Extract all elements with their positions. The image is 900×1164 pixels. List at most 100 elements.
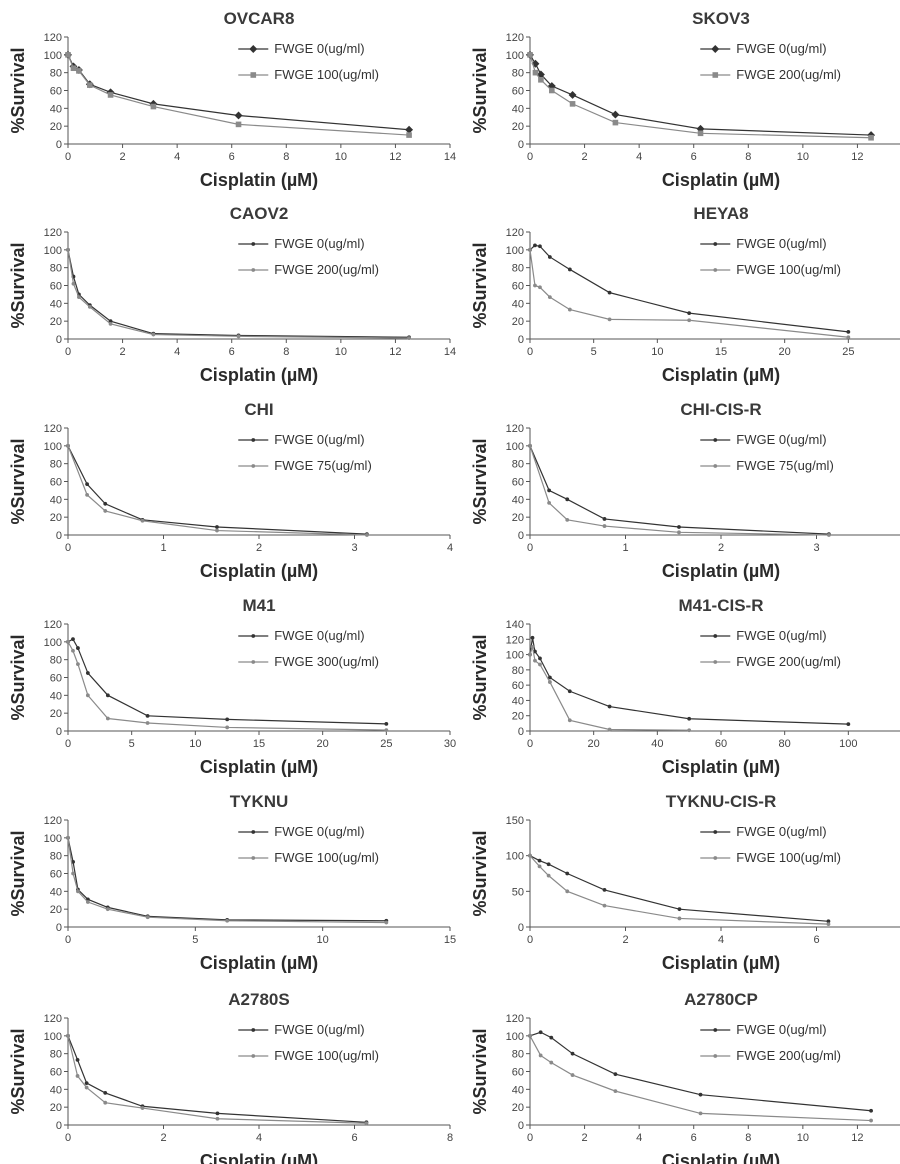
x-axis-label: Cisplatin (µM) [662,757,780,777]
series-line-1 [67,249,410,338]
chart-panel-tyknu: TYKNU 0 20 40 60 80 100 120 0 5 10 15 Cisplatin (µM)… [8,792,456,973]
data-point [215,1116,220,1121]
series-line-2 [529,445,829,536]
legend-entry: FWGE 0(ug/ml) [274,824,364,839]
y-tick-label: 40 [50,103,62,115]
legend-swatch-marker [713,856,718,860]
legend-entry: FWGE 75(ug/ml) [274,458,372,473]
data-point [546,873,551,878]
y-tick-label: 60 [50,281,62,293]
x-tick-label: 60 [715,738,727,750]
data-point [538,1053,543,1058]
data-point [71,648,75,653]
y-tick-label: 0 [56,726,62,738]
chart-title: OVCAR8 [224,9,295,28]
x-tick-label: 2 [160,1132,166,1144]
y-tick-label: 100 [506,851,524,863]
data-point [532,69,539,76]
y-tick-label: 100 [506,50,524,62]
data-point [533,658,537,663]
data-point [868,134,874,141]
y-tick-label: 40 [512,298,524,310]
legend-entry: FWGE 200(ug/ml) [736,67,841,82]
y-axis-label: %Survival [8,47,28,133]
data-point [145,721,150,725]
data-point [538,1030,543,1035]
y-tick-label: 100 [44,50,62,62]
legend-swatch-marker [713,660,718,664]
series-line-1 [529,637,849,725]
legend-swatch-marker [251,856,256,860]
x-tick-label: 3 [351,542,357,554]
data-point [235,121,242,128]
legend-swatch-marker [251,242,256,246]
y-axis-label: %Survival [470,1028,490,1114]
data-point [66,639,70,644]
data-point [687,311,692,316]
data-point [565,517,570,522]
data-point [826,922,831,927]
legend-swatch-marker [251,1028,256,1032]
data-point [145,915,150,920]
x-tick-label: 6 [691,151,697,163]
legend-swatch-marker [251,830,256,834]
data-point [698,1092,703,1097]
y-tick-label: 80 [50,655,62,667]
legend-entry: FWGE 100(ug/ml) [274,1048,379,1063]
data-point [84,1081,89,1085]
y-tick-label: 40 [50,494,62,506]
x-tick-label: 8 [745,151,751,163]
x-tick-label: 25 [842,346,854,358]
data-point [547,675,552,680]
legend-entry: FWGE 0(ug/ml) [274,432,364,447]
y-tick-label: 100 [44,245,62,257]
data-point [76,646,80,650]
series-line-1 [67,445,367,535]
y-tick-label: 120 [44,619,62,631]
x-tick-label: 2 [256,542,262,554]
data-point [547,255,552,259]
x-tick-label: 6 [229,151,235,163]
data-point [538,244,542,249]
data-point [365,533,369,537]
data-point [602,524,607,528]
y-tick-label: 40 [50,298,62,310]
data-point [570,1073,575,1077]
x-tick-label: 20 [779,346,791,358]
x-tick-label: 0 [65,934,71,946]
series-line-2 [67,641,387,731]
data-point [547,501,551,505]
legend-swatch-marker [251,268,256,272]
x-tick-label: 1 [160,542,166,554]
y-tick-label: 80 [512,263,524,275]
y-tick-label: 20 [512,512,524,524]
y-tick-label: 120 [44,815,62,827]
data-point [150,103,157,110]
legend-entry: FWGE 300(ug/ml) [274,654,379,669]
data-point [533,243,537,248]
x-tick-label: 40 [651,738,663,750]
legend-entry: FWGE 0(ug/ml) [274,628,364,643]
data-point [528,247,532,252]
data-point [538,656,542,661]
y-tick-label: 80 [50,68,62,80]
legend-swatch-marker [711,45,720,53]
data-point [549,1060,554,1065]
legend-swatch-marker [251,1054,256,1058]
y-tick-label: 140 [506,619,524,631]
x-axis-label: Cisplatin (µM) [662,365,780,385]
data-point [549,87,555,94]
legend-entry: FWGE 100(ug/ml) [274,850,379,865]
y-tick-label: 60 [512,477,524,489]
data-point [405,125,414,134]
x-tick-label: 6 [351,1132,357,1144]
y-tick-label: 60 [50,1067,62,1079]
y-tick-label: 60 [512,680,524,692]
y-tick-label: 0 [56,1120,62,1132]
chart-title: TYKNU-CIS-R [666,792,777,811]
y-tick-label: 120 [506,32,524,44]
y-tick-label: 80 [512,68,524,80]
y-axis-label: %Survival [470,47,490,133]
chart-title: A2780CP [684,990,758,1009]
